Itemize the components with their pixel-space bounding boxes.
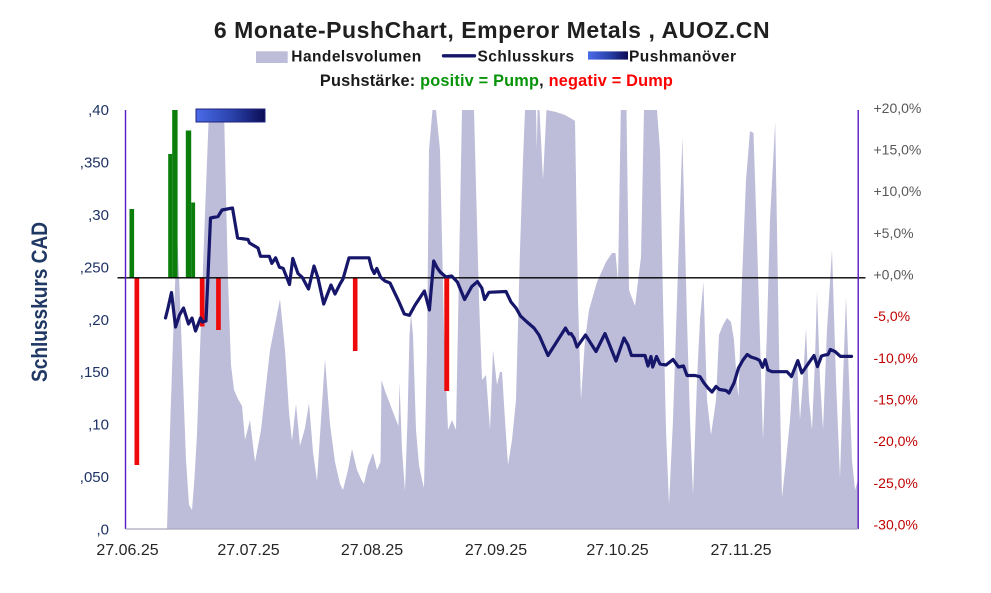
svg-text:-20,0%: -20,0% xyxy=(874,433,918,449)
svg-text:Schlusskurs: Schlusskurs xyxy=(478,49,575,66)
svg-text:Pushmanöver: Pushmanöver xyxy=(629,49,736,66)
svg-text:-15,0%: -15,0% xyxy=(874,392,918,408)
svg-text:27.06.25: 27.06.25 xyxy=(96,542,158,559)
svg-text:,40: ,40 xyxy=(88,102,109,119)
svg-text:-5,0%: -5,0% xyxy=(874,308,911,324)
svg-text:6 Monate-PushChart, Emperor Me: 6 Monate-PushChart, Emperor Metals , AUO… xyxy=(214,17,770,43)
svg-text:27.08.25: 27.08.25 xyxy=(341,542,403,559)
svg-text:27.09.25: 27.09.25 xyxy=(465,542,527,559)
svg-text:+5,0%: +5,0% xyxy=(874,225,914,241)
svg-text:27.10.25: 27.10.25 xyxy=(586,542,648,559)
svg-text:,250: ,250 xyxy=(80,259,109,276)
svg-text:,10: ,10 xyxy=(88,417,109,434)
svg-text:+20,0%: +20,0% xyxy=(874,100,922,116)
svg-text:,350: ,350 xyxy=(80,154,109,171)
svg-text:27.11.25: 27.11.25 xyxy=(710,542,771,559)
svg-text:,30: ,30 xyxy=(88,207,109,224)
svg-text:-10,0%: -10,0% xyxy=(874,350,918,366)
svg-text:Pushstärke: positiv = Pump,: Pushstärke: positiv = Pump, negativ = Du… xyxy=(320,72,673,90)
svg-text:27.07.25: 27.07.25 xyxy=(217,542,279,559)
svg-text:Handelsvolumen: Handelsvolumen xyxy=(291,49,421,66)
svg-text:+0,0%: +0,0% xyxy=(874,267,914,283)
svg-text:-25,0%: -25,0% xyxy=(874,475,918,491)
svg-text:,050: ,050 xyxy=(80,469,109,486)
svg-text:+15,0%: +15,0% xyxy=(874,142,922,158)
svg-text:,20: ,20 xyxy=(88,312,109,329)
svg-text:+10,0%: +10,0% xyxy=(874,183,922,199)
svg-text:,0: ,0 xyxy=(96,522,109,539)
svg-text:,150: ,150 xyxy=(80,364,109,381)
svg-text:Schlusskurs CAD: Schlusskurs CAD xyxy=(27,222,52,382)
svg-text:-30,0%: -30,0% xyxy=(874,516,918,532)
